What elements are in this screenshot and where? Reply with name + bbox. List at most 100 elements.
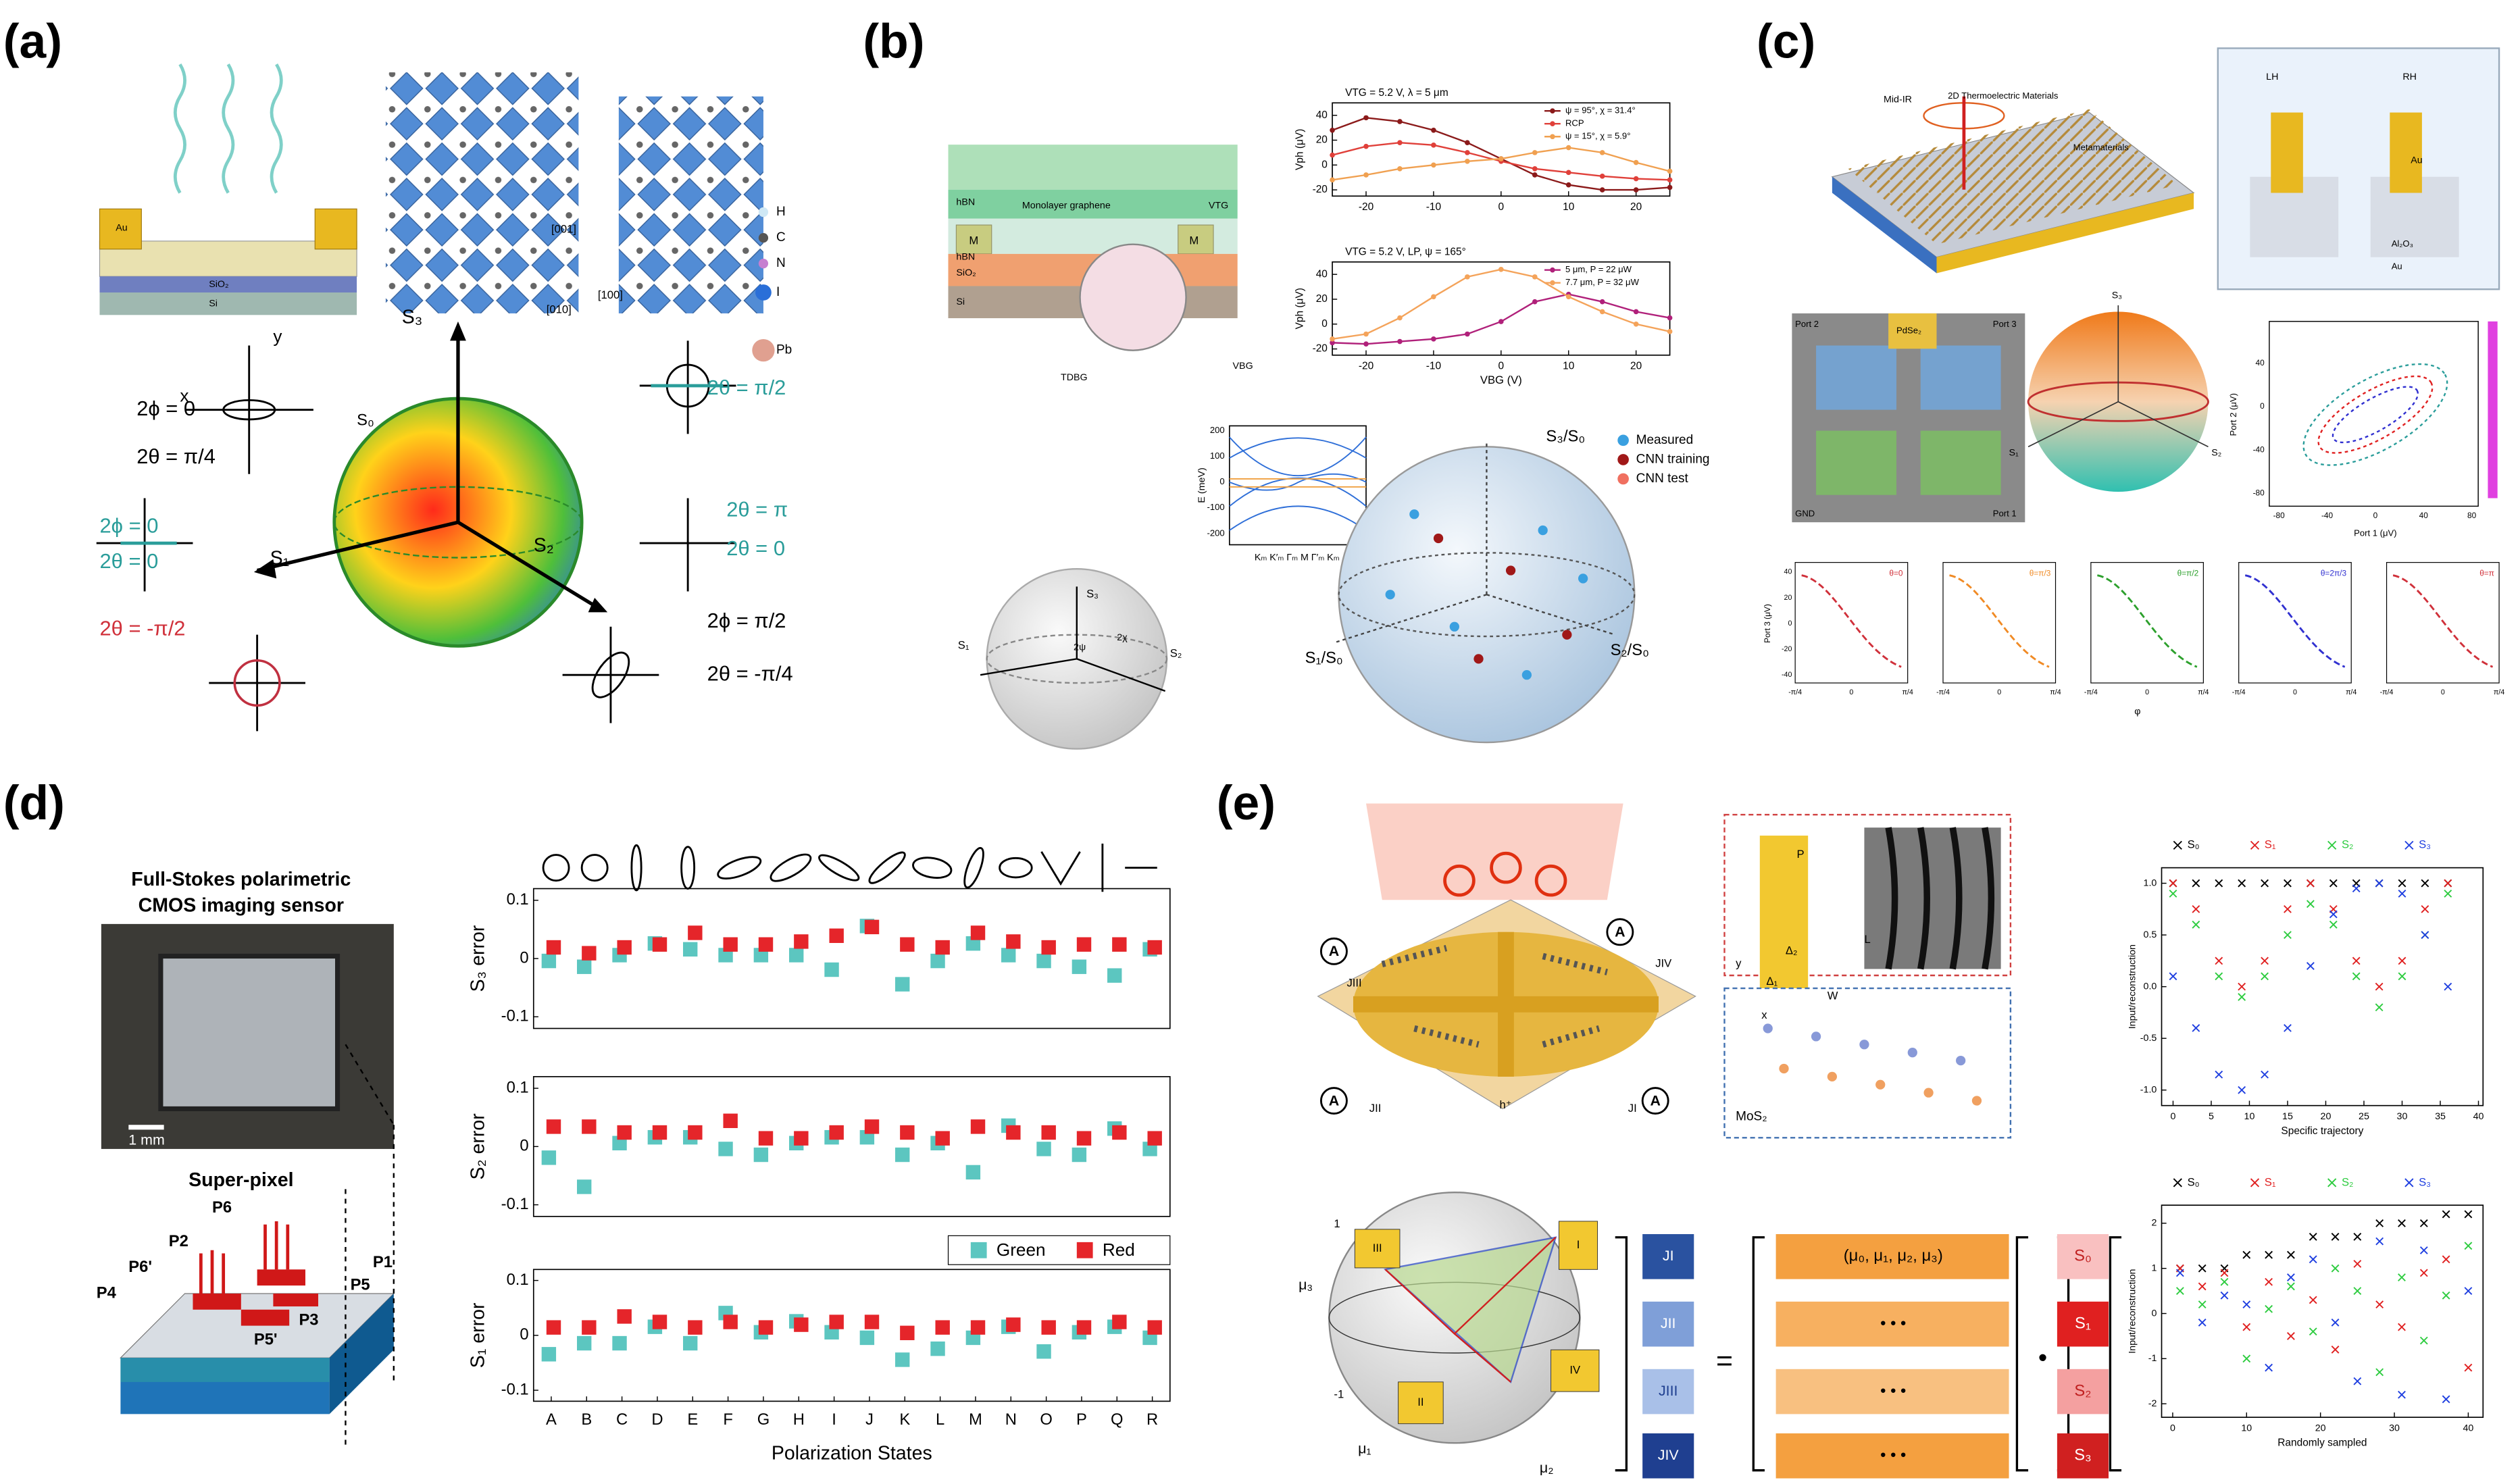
label: -0.1 bbox=[501, 1007, 529, 1025]
panel-d-art bbox=[101, 843, 1157, 1446]
label: 2χ bbox=[1117, 632, 1128, 643]
data-square bbox=[1076, 1131, 1092, 1146]
data-cross bbox=[2250, 840, 2260, 850]
label: Randomly sampled bbox=[2277, 1437, 2367, 1448]
data-dot bbox=[1599, 174, 1605, 179]
data-cross bbox=[2265, 1363, 2273, 1372]
data-cross bbox=[2352, 884, 2361, 893]
label: Full-Stokes polarimetric bbox=[131, 869, 351, 890]
label: C bbox=[776, 230, 786, 245]
data-square bbox=[895, 1147, 910, 1163]
label: S₂ error bbox=[467, 1113, 488, 1180]
data-cross bbox=[2398, 972, 2406, 981]
label: I bbox=[1577, 1238, 1580, 1251]
label: P4 bbox=[97, 1283, 117, 1302]
data-cross bbox=[2192, 904, 2200, 913]
label: 10 bbox=[1563, 201, 1574, 213]
label: Vph (μV) bbox=[1294, 288, 1306, 329]
data-dot bbox=[1565, 170, 1571, 176]
label: -1.0 bbox=[2140, 1084, 2157, 1095]
label: 10 bbox=[2244, 1111, 2255, 1122]
label: S₂ bbox=[2342, 838, 2354, 851]
label: (μ₀, μ₁, μ₂, μ₃) bbox=[1844, 1247, 1943, 1265]
data-line bbox=[1332, 117, 1670, 191]
label: O bbox=[1040, 1410, 1052, 1429]
label: B bbox=[581, 1410, 592, 1429]
label: 2 bbox=[2151, 1218, 2157, 1229]
label: S₂ bbox=[2211, 448, 2221, 459]
label: SiO₂ bbox=[209, 279, 228, 290]
data-dot bbox=[1633, 176, 1639, 182]
data-square bbox=[758, 1320, 774, 1335]
data-square bbox=[970, 925, 986, 940]
label: GND bbox=[1795, 509, 1815, 519]
node-circle bbox=[1641, 1087, 1669, 1115]
data-square bbox=[612, 1335, 627, 1351]
label: 1 bbox=[2151, 1262, 2157, 1273]
label: J bbox=[865, 1410, 874, 1429]
data-dot bbox=[1532, 165, 1538, 172]
label: P3 bbox=[299, 1311, 318, 1329]
label: S₂ bbox=[1170, 647, 1182, 660]
label: 25 bbox=[2359, 1111, 2369, 1122]
data-dot bbox=[1667, 177, 1673, 183]
label: 0 bbox=[2151, 1308, 2157, 1319]
label: 0 bbox=[2441, 688, 2445, 696]
data-cross bbox=[2284, 931, 2292, 940]
label: • • • bbox=[1880, 1381, 1906, 1400]
label: 1 mm bbox=[128, 1132, 164, 1148]
panel-c-art bbox=[1792, 47, 2500, 523]
label: A bbox=[1329, 1092, 1339, 1108]
label: Super-pixel bbox=[188, 1169, 293, 1191]
data-dot bbox=[1330, 340, 1335, 346]
label: Kₘ K′ₘ Γₘ M Γ′ₘ Kₘ bbox=[1255, 552, 1340, 563]
data-square bbox=[723, 1113, 738, 1128]
data-square bbox=[683, 942, 698, 957]
data-square bbox=[541, 1347, 557, 1362]
label: 7.7 μm, P = 32 μW bbox=[1565, 277, 1640, 287]
label: 0 bbox=[2293, 688, 2297, 696]
label: -20 bbox=[1359, 361, 1374, 372]
label: φ bbox=[2134, 707, 2140, 717]
data-square bbox=[688, 1320, 703, 1335]
data-cross bbox=[2353, 1260, 2362, 1268]
data-cross bbox=[2287, 1250, 2295, 1259]
label: Port 3 bbox=[1993, 319, 2017, 329]
label: 80 bbox=[2467, 511, 2477, 520]
label: S₁ bbox=[2009, 448, 2019, 459]
small-plot-curve bbox=[2244, 574, 2346, 668]
data-square bbox=[895, 1352, 910, 1367]
label: 20 bbox=[1316, 134, 1328, 146]
label: y bbox=[273, 326, 282, 347]
label: S₁ bbox=[2075, 1314, 2091, 1332]
label: Port 1 bbox=[1993, 509, 2017, 519]
label: x bbox=[180, 386, 188, 406]
data-cross bbox=[2242, 1300, 2251, 1309]
label: 2θ = π/4 bbox=[136, 444, 216, 468]
label: 40 bbox=[2256, 358, 2265, 367]
data-cross bbox=[2444, 982, 2452, 991]
label: 40 bbox=[1316, 109, 1328, 121]
data-square bbox=[582, 1119, 597, 1134]
label: -40 bbox=[1782, 671, 1792, 679]
data-cross bbox=[2398, 879, 2406, 888]
node-circle bbox=[1319, 1087, 1348, 1115]
label: θ=0 bbox=[1889, 568, 1903, 578]
data-cross bbox=[2329, 910, 2338, 919]
data-cross bbox=[2309, 1255, 2317, 1264]
data-cross bbox=[2169, 889, 2177, 898]
data-square bbox=[683, 1335, 698, 1351]
data-cross bbox=[2404, 840, 2414, 850]
data-dot bbox=[1532, 150, 1538, 155]
data-dot bbox=[1498, 319, 1504, 324]
data-dot bbox=[1599, 187, 1605, 193]
data-dot bbox=[1633, 187, 1639, 193]
label: 5 bbox=[2209, 1111, 2214, 1122]
data-square bbox=[1041, 940, 1056, 955]
label: JIII bbox=[1659, 1383, 1678, 1399]
label: RH bbox=[2402, 72, 2417, 82]
label: 35 bbox=[2435, 1111, 2446, 1122]
label: Port 1 (μV) bbox=[2354, 528, 2397, 538]
data-dot bbox=[1397, 119, 1403, 124]
label: 10 bbox=[2241, 1423, 2252, 1434]
